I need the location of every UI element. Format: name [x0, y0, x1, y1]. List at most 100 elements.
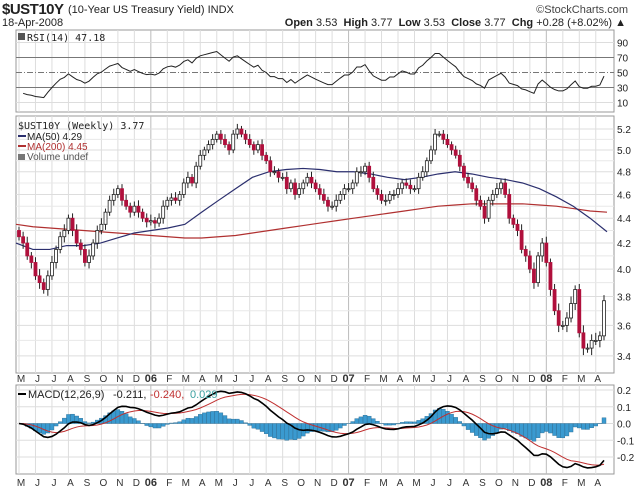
month-label: 06 — [145, 477, 157, 489]
candle — [33, 262, 38, 277]
macd-histogram-bar — [342, 423, 347, 426]
macd-histogram-bar — [132, 418, 137, 424]
macd-histogram-bar — [449, 413, 454, 424]
candle — [412, 188, 417, 191]
candle — [585, 347, 590, 350]
month-label: F — [166, 374, 172, 385]
month-label: N — [512, 374, 519, 385]
candle — [78, 242, 83, 250]
ma50-line — [15, 167, 608, 251]
month-label: A — [463, 374, 470, 385]
candle — [400, 182, 405, 190]
low-label: Low — [398, 17, 421, 29]
candle — [486, 199, 491, 219]
month-label: O — [495, 478, 503, 489]
candle — [577, 289, 582, 334]
candle — [359, 171, 363, 174]
macd-histogram-bar — [193, 416, 199, 424]
month-label: A — [265, 374, 272, 385]
macd-histogram-bar — [284, 423, 289, 441]
candle — [268, 160, 273, 173]
macd-histogram-bar — [354, 418, 360, 424]
month-label: J — [249, 478, 254, 489]
macd-histogram-bar — [206, 411, 211, 424]
candle — [107, 199, 112, 213]
macd-histogram-bar — [156, 423, 162, 429]
rsi-legend: RSI(14) 47.18 — [27, 33, 105, 44]
candle — [470, 182, 475, 190]
macd-histogram-bar — [350, 421, 355, 424]
macd-histogram-bar — [128, 416, 133, 424]
candle — [280, 176, 285, 179]
macd-histogram-bar — [177, 421, 182, 424]
chart-date: 18-Apr-2008 — [2, 17, 64, 29]
chg-label: Chg — [511, 17, 534, 29]
candle — [17, 230, 21, 238]
macd-histogram-bar — [469, 423, 475, 433]
macd-histogram-bar — [173, 422, 178, 424]
month-label: F — [364, 374, 370, 385]
candle — [429, 149, 433, 162]
candle — [581, 332, 586, 349]
macd-histogram-bar — [593, 423, 598, 427]
month-label: O — [297, 374, 305, 385]
month-label: J — [233, 478, 238, 489]
candle — [589, 340, 594, 349]
macd-histogram-bar — [259, 423, 265, 432]
candle — [231, 133, 236, 151]
candle — [511, 217, 516, 225]
candle — [466, 176, 470, 184]
month-label: D — [330, 478, 337, 489]
macd-histogram-bar — [86, 422, 92, 424]
chg-value: +0.28 (+8.02%) ▲ — [536, 17, 626, 29]
month-label: D — [330, 374, 337, 385]
candle — [420, 171, 425, 178]
macd-histogram-bar — [408, 421, 413, 424]
month-label: F — [562, 374, 568, 385]
open-value: 3.53 — [315, 17, 338, 29]
month-label: A — [199, 374, 206, 385]
macd-histogram-bar — [585, 423, 590, 430]
price-tick-label: 3.6 — [617, 321, 631, 332]
rsi-line — [22, 50, 605, 99]
macd-histogram-bar — [366, 415, 372, 424]
candle — [190, 176, 194, 184]
candle — [95, 230, 100, 244]
macd-histogram-bar — [247, 423, 252, 426]
candle — [338, 194, 343, 201]
high-value: 3.77 — [371, 17, 393, 29]
candle — [326, 199, 330, 207]
macd-histogram-bar — [387, 423, 392, 426]
macd-histogram-bar — [66, 414, 71, 424]
month-label: J — [447, 478, 452, 489]
month-label: M — [215, 478, 223, 489]
macd-histogram-bar — [218, 412, 224, 424]
candle — [569, 303, 573, 319]
candle — [565, 317, 569, 326]
month-label: M — [17, 478, 25, 489]
macd-histogram-bar — [552, 423, 557, 436]
month-label: A — [265, 478, 272, 489]
month-label: S — [84, 374, 91, 385]
macd-histogram-bar — [181, 419, 186, 424]
month-label: J — [35, 374, 40, 385]
macd-histogram-bar — [502, 423, 508, 429]
month-label: M — [577, 478, 585, 489]
macd-histogram-bar — [243, 422, 248, 424]
candle — [148, 220, 153, 223]
candle — [239, 128, 244, 135]
month-label: J — [430, 374, 435, 385]
candle — [247, 138, 252, 146]
month-label: 08 — [540, 477, 552, 489]
candle — [301, 182, 306, 190]
month-label: 08 — [540, 373, 552, 385]
macd-histogram-bar — [338, 423, 343, 429]
candle — [527, 255, 532, 270]
macd-histogram-bar — [305, 423, 310, 434]
month-label: A — [594, 478, 601, 489]
candle — [218, 133, 223, 140]
macd-histogram-bar — [292, 423, 298, 440]
volume-legend: Volume undef — [27, 152, 88, 163]
candle — [37, 275, 42, 284]
macd-histogram-bar — [268, 423, 273, 437]
